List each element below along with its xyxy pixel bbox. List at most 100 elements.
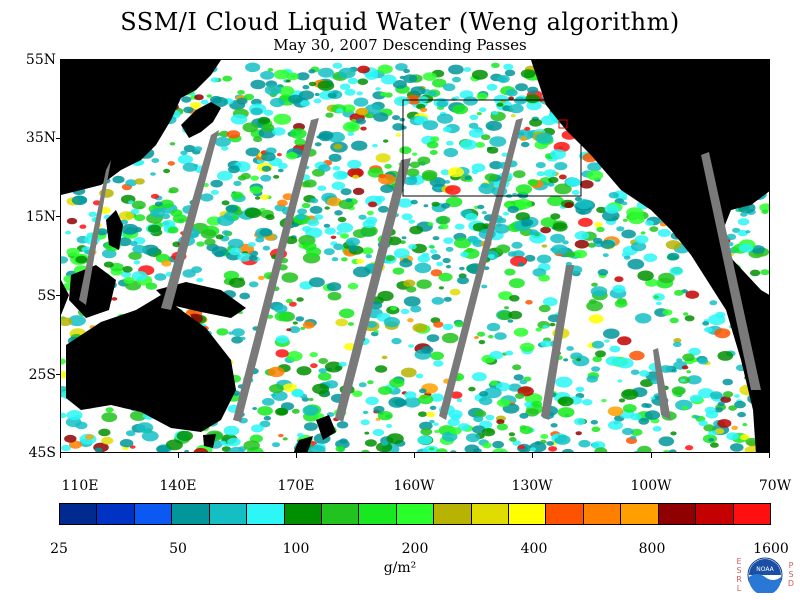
cloud-pixel	[318, 164, 331, 172]
cloud-pixel	[438, 286, 444, 290]
land-australia	[66, 295, 236, 432]
cloud-pixel	[296, 433, 304, 438]
cloud-pixel	[704, 327, 713, 333]
cloud-pixel	[479, 396, 493, 406]
cloud-pixel	[536, 171, 545, 177]
cloud-pixel	[282, 437, 288, 441]
cloud-pixel	[273, 69, 290, 80]
cloud-pixel	[403, 397, 421, 408]
cloud-pixel	[734, 400, 746, 409]
colorbar-swatch	[658, 504, 697, 524]
cloud-pixel	[592, 237, 603, 244]
cloud-pixel	[314, 92, 320, 97]
cloud-pixel	[708, 438, 715, 442]
cloud-pixel	[217, 215, 235, 226]
lon-label-70w: 70W	[758, 478, 792, 494]
cloud-pixel	[546, 441, 554, 446]
cloud-pixel	[492, 111, 499, 115]
cloud-pixel	[714, 428, 725, 435]
cloud-pixel	[640, 379, 654, 388]
cloud-pixel	[565, 251, 576, 258]
cloud-pixel	[429, 405, 437, 410]
cloud-pixel	[436, 113, 454, 124]
cloud-pixel	[88, 211, 97, 217]
cloud-pixel	[226, 130, 241, 139]
cloud-pixel	[252, 407, 258, 410]
cloud-pixel	[499, 451, 505, 452]
cloud-pixel	[484, 387, 502, 399]
cloud-pixel	[318, 358, 329, 364]
cloud-pixel	[410, 305, 422, 313]
colorbar	[59, 503, 771, 525]
cloud-pixel	[454, 223, 465, 230]
lon-label-100w: 100W	[630, 478, 672, 494]
cloud-pixel	[744, 446, 759, 452]
cloud-pixel	[474, 410, 487, 418]
cloud-pixel	[128, 251, 142, 260]
cloud-pixel	[528, 229, 539, 236]
cloud-pixel	[478, 340, 486, 345]
cloud-pixel	[630, 369, 640, 375]
cloud-pixel	[637, 445, 652, 452]
cloud-pixel	[71, 195, 88, 206]
cloud-pixel	[426, 411, 436, 418]
cloud-pixel	[374, 329, 379, 333]
cloud-pixel	[154, 273, 167, 281]
cloud-pixel	[133, 260, 141, 265]
cloud-pixel	[362, 219, 376, 229]
cloud-pixel	[604, 339, 610, 343]
cloud-pixel	[477, 204, 485, 210]
cloud-pixel	[302, 241, 317, 251]
cloud-pixel	[465, 433, 481, 443]
cloud-pixel	[210, 189, 219, 195]
cloud-pixel	[314, 214, 324, 220]
cloud-pixel	[708, 314, 726, 326]
cloud-pixel	[191, 266, 203, 273]
cloud-pixel	[491, 62, 500, 68]
cloud-pixel	[464, 175, 472, 181]
cloud-pixel	[372, 429, 385, 436]
cloud-pixel	[549, 322, 556, 327]
cloud-pixel	[742, 423, 748, 427]
cloud-pixel	[403, 296, 421, 307]
cloud-pixel	[573, 249, 587, 259]
cloud-pixel	[540, 226, 551, 234]
cloud-pixel	[296, 366, 312, 376]
cloud-pixel	[489, 136, 507, 147]
cloud-pixel	[364, 104, 381, 115]
cloud-pixel	[289, 326, 301, 334]
cloud-pixel	[244, 207, 262, 219]
cloud-pixel	[407, 318, 414, 323]
cloud-pixel	[222, 75, 233, 82]
cloud-pixel	[737, 218, 750, 226]
cloud-pixel	[147, 224, 162, 233]
cloud-pixel	[591, 282, 598, 287]
cloud-pixel	[538, 274, 550, 282]
cloud-pixel	[447, 418, 460, 427]
cloud-pixel	[662, 309, 673, 316]
cloud-pixel	[671, 386, 686, 396]
cloud-pixel	[430, 351, 444, 361]
cloud-pixel	[476, 92, 488, 100]
cloud-pixel	[242, 122, 259, 133]
cloud-pixel	[145, 282, 158, 290]
cloud-pixel	[579, 180, 594, 189]
cloud-pixel	[515, 393, 525, 399]
cloud-pixel	[357, 65, 370, 74]
cloud-pixel	[497, 310, 513, 320]
cloud-pixel	[714, 328, 731, 339]
cloud-pixel	[430, 136, 440, 142]
cloud-pixel	[408, 219, 416, 224]
cloud-pixel	[517, 444, 525, 450]
cloud-pixel	[273, 175, 280, 179]
cloud-pixel	[703, 424, 715, 432]
cloud-pixel	[643, 253, 658, 262]
cloud-pixel	[575, 386, 585, 392]
cloud-pixel	[327, 92, 337, 99]
cloud-pixel	[558, 396, 574, 407]
cloud-pixel	[379, 91, 388, 97]
cloud-pixel	[237, 175, 247, 181]
cloud-pixel	[65, 230, 72, 235]
cloud-pixel	[356, 91, 363, 96]
land-asia	[61, 60, 221, 195]
